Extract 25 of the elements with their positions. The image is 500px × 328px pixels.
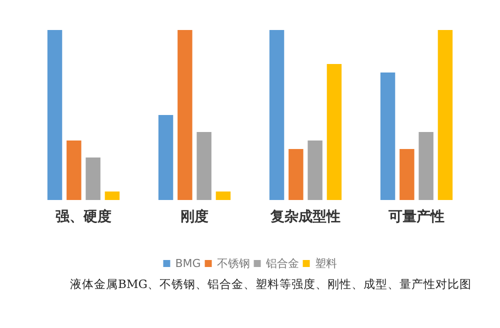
x-tick-label: 强、硬度 [56,208,112,225]
bar [196,132,212,200]
bar [178,30,192,200]
bar [269,30,284,200]
legend-label: 不锈钢 [216,257,250,270]
bar [66,140,82,200]
x-tick-label: 复杂成型性 [270,209,340,225]
bar [104,192,120,200]
text: 液体金属BMG、不锈钢、铝合金、塑料等强度、刚性、成型、量产性对比图 [70,277,472,291]
legend-label: 塑料 [314,257,337,270]
bar [380,72,396,200]
x-tick-label: 可量产性 [388,208,444,225]
bar [326,64,342,200]
legend-label: BMG [175,257,201,270]
bar [400,149,414,200]
x-tick-label: 刚度 [180,208,208,225]
bar [158,115,174,200]
bar [47,30,62,200]
bar [216,192,231,200]
bar [288,149,304,200]
bar [438,30,453,200]
bar [86,158,100,200]
bar [308,140,322,200]
legend-label: 铝合金 [264,257,299,270]
bar [418,132,434,200]
